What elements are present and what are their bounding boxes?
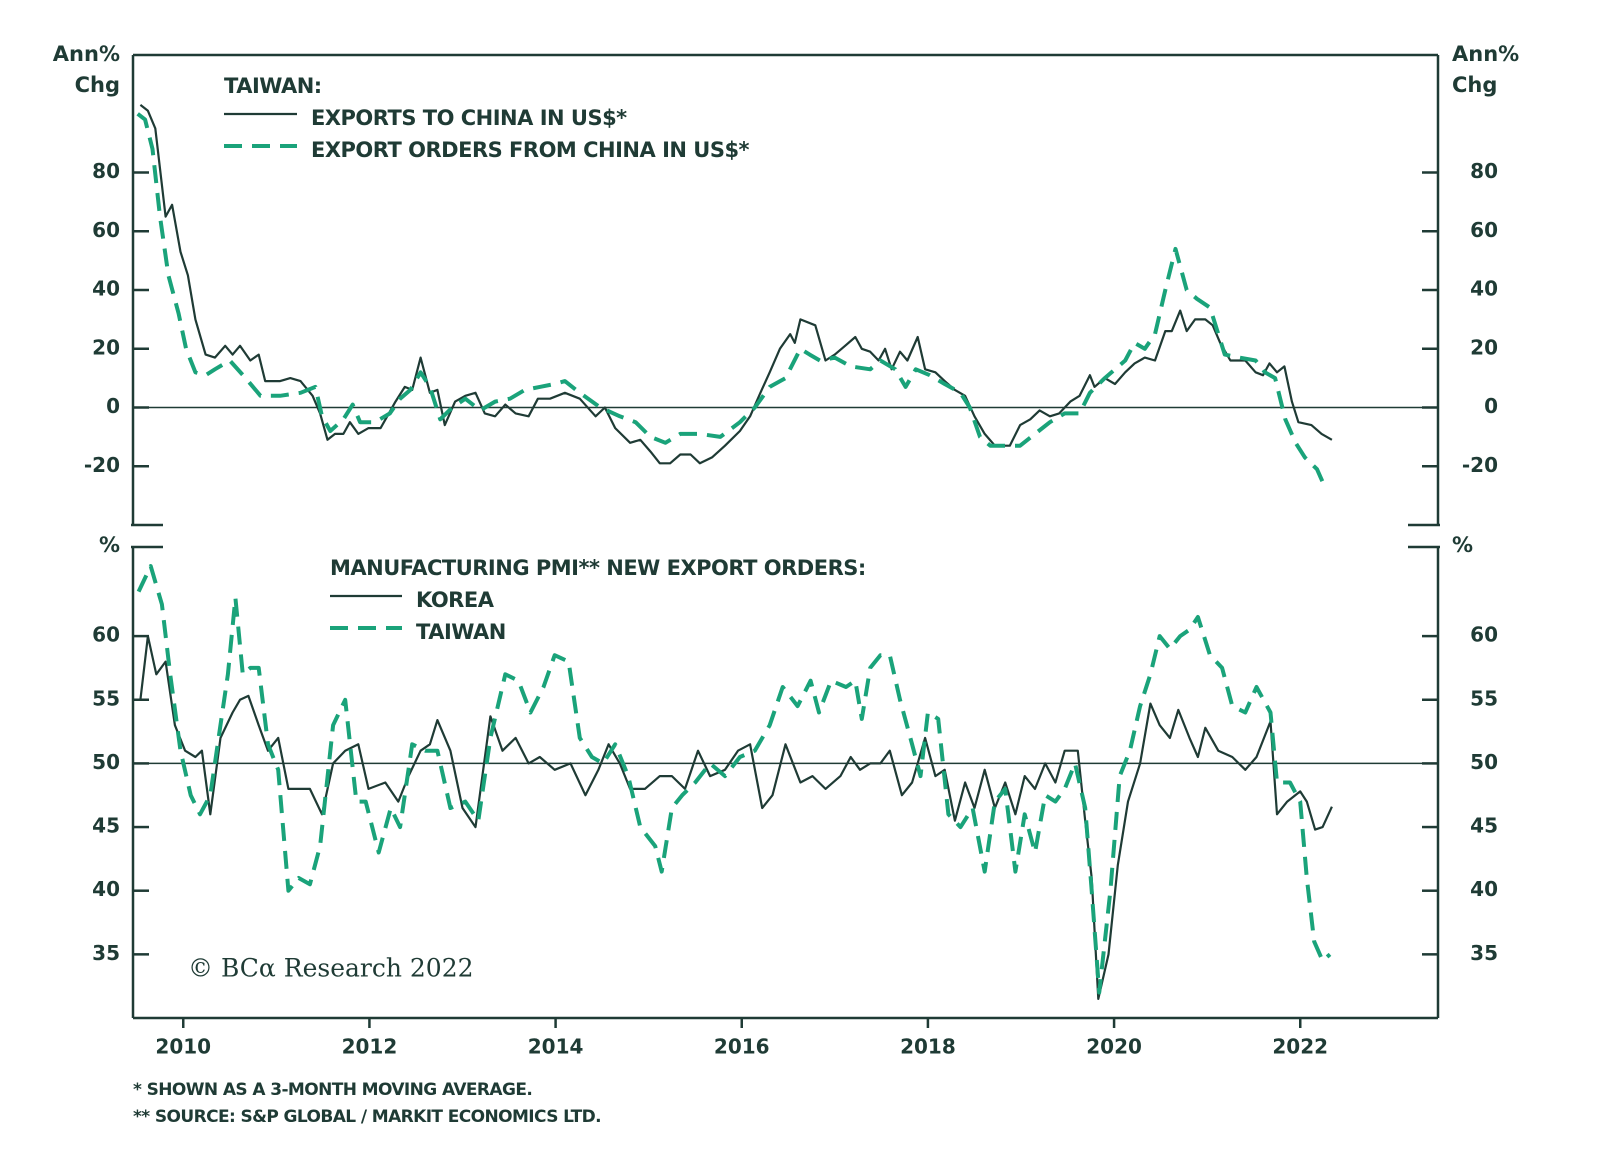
y-tick-label: 40 xyxy=(1470,277,1498,301)
y-tick-label: 20 xyxy=(1470,335,1498,359)
y-tick-label: 60 xyxy=(92,218,120,242)
y-axis-unit: Chg xyxy=(1452,73,1497,97)
x-tick-label: 2020 xyxy=(1086,1035,1142,1059)
x-tick-label: 2014 xyxy=(528,1035,584,1059)
y-tick-label: 60 xyxy=(92,623,120,647)
legend-label: KOREA xyxy=(416,588,495,612)
y-tick-label: 45 xyxy=(92,814,120,838)
series-line xyxy=(136,112,1326,485)
y-axis-unit: Ann% xyxy=(53,42,120,66)
legend-label: EXPORT ORDERS FROM CHINA IN US$* xyxy=(311,138,750,162)
y-tick-label: 0 xyxy=(1484,394,1498,418)
series-line xyxy=(139,104,1333,465)
y-axis-unit: % xyxy=(99,533,120,557)
legend-label: EXPORTS TO CHINA IN US$* xyxy=(311,106,627,130)
y-tick-label: 45 xyxy=(1470,814,1498,838)
y-tick-label: 55 xyxy=(92,686,120,710)
x-tick-label: 2022 xyxy=(1272,1035,1328,1059)
copyright: © BCα Research 2022 xyxy=(188,954,474,983)
y-tick-label: 0 xyxy=(106,394,120,418)
y-tick-label: 35 xyxy=(1470,941,1498,965)
y-axis-unit: % xyxy=(1452,533,1473,557)
y-tick-label: 40 xyxy=(92,877,120,901)
y-tick-label: -20 xyxy=(84,453,120,477)
y-tick-label: 60 xyxy=(1470,623,1498,647)
x-tick-label: 2016 xyxy=(714,1035,770,1059)
y-tick-label: 40 xyxy=(92,277,120,301)
y-tick-label: 60 xyxy=(1470,218,1498,242)
y-tick-label: 40 xyxy=(1470,877,1498,901)
legend-label: TAIWAN xyxy=(416,620,506,644)
y-tick-label: -20 xyxy=(1462,453,1498,477)
y-axis-unit: Ann% xyxy=(1452,42,1519,66)
y-tick-label: 80 xyxy=(1470,159,1498,183)
y-tick-label: 35 xyxy=(92,941,120,965)
y-tick-label: 50 xyxy=(92,750,120,774)
x-tick-label: 2018 xyxy=(900,1035,956,1059)
series-line xyxy=(139,635,1333,1000)
y-tick-label: 80 xyxy=(92,159,120,183)
legend-title: TAIWAN: xyxy=(224,74,322,98)
x-tick-label: 2012 xyxy=(342,1035,398,1059)
series-line xyxy=(136,564,1332,995)
y-tick-label: 50 xyxy=(1470,750,1498,774)
y-tick-label: 20 xyxy=(92,335,120,359)
x-tick-label: 2010 xyxy=(155,1035,211,1059)
y-axis-unit: Chg xyxy=(75,73,120,97)
legend-title: MANUFACTURING PMI** NEW EXPORT ORDERS: xyxy=(330,556,866,580)
y-tick-label: 55 xyxy=(1470,686,1498,710)
footnote: ** SOURCE: S&P GLOBAL / MARKIT ECONOMICS… xyxy=(133,1107,601,1127)
footnote: * SHOWN AS A 3-MONTH MOVING AVERAGE. xyxy=(133,1080,532,1100)
